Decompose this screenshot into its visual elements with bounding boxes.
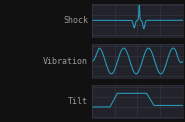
Text: Vibration: Vibration xyxy=(43,56,88,66)
Text: Tilt: Tilt xyxy=(68,97,88,106)
Text: Shock: Shock xyxy=(63,16,88,25)
